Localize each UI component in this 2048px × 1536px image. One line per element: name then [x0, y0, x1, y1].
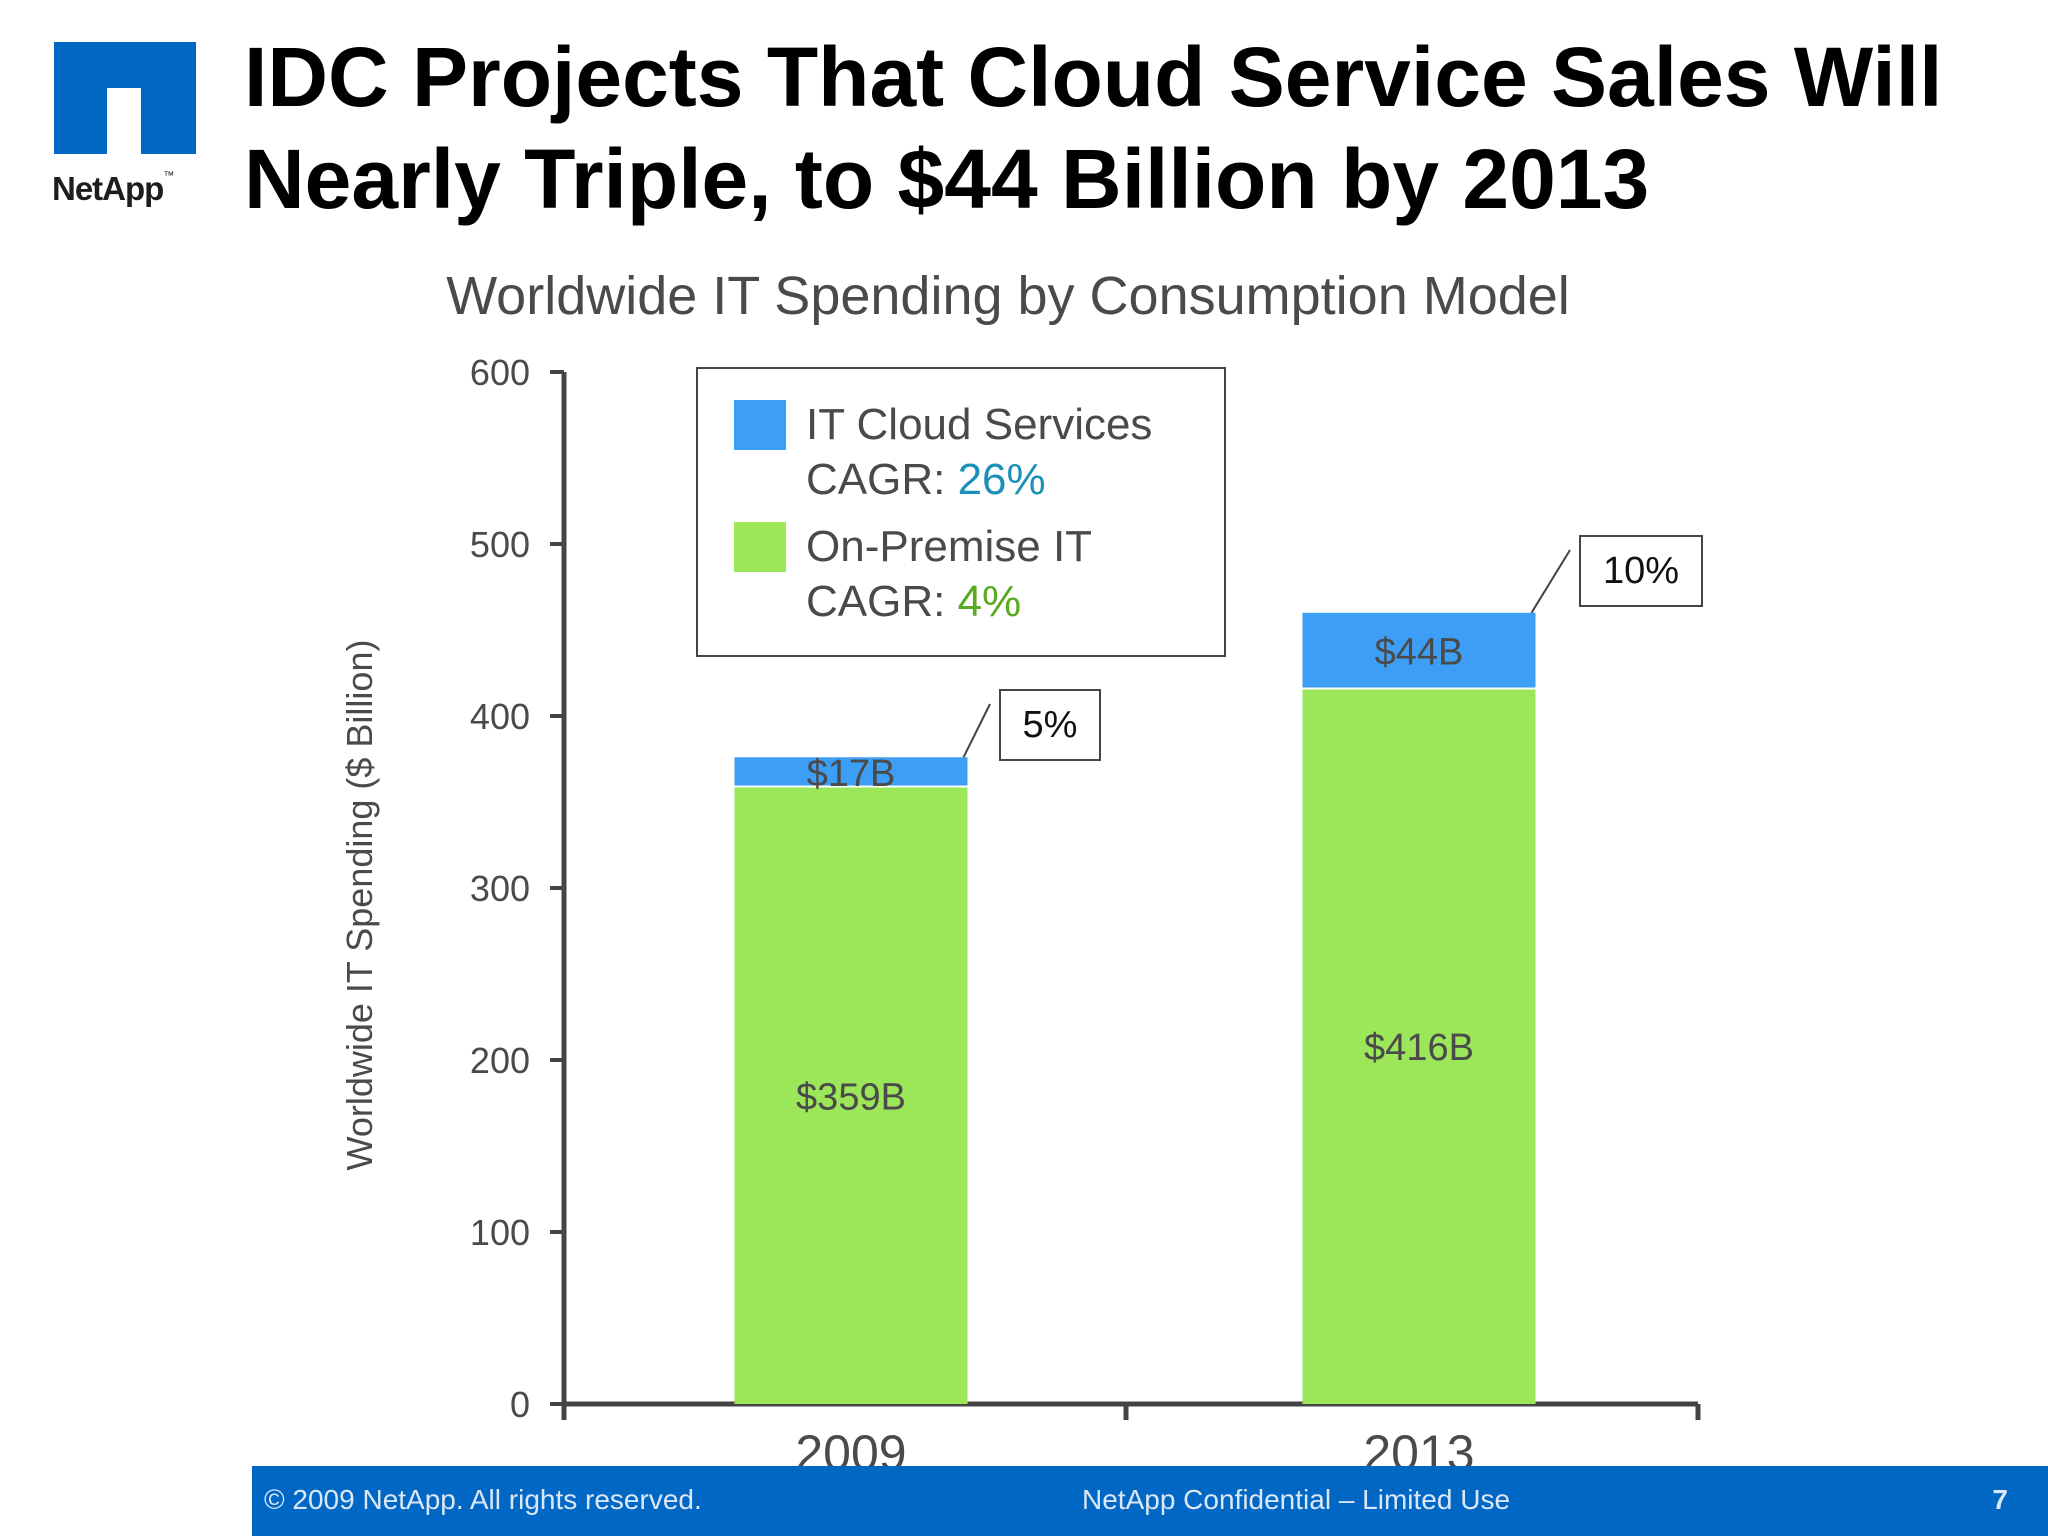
legend-cagr-value-0: 26% — [958, 455, 1046, 504]
legend-cagr-label-0: CAGR: — [806, 455, 958, 504]
bar-chart: Worldwide IT Spending ($ Billion) 0 100 200… — [339, 352, 1703, 1466]
footer-copyright: © 2009 NetApp. All rights reserved. — [264, 1484, 702, 1515]
legend-swatch-1 — [734, 522, 786, 572]
legend-cagr-value-1: 4% — [958, 577, 1022, 626]
y-tick-label: 200 — [470, 1040, 530, 1081]
legend-cagr-1: CAGR: 4% — [806, 577, 1021, 626]
y-tick-label: 300 — [470, 868, 530, 909]
y-tick-label: 400 — [470, 696, 530, 737]
logo-notch — [107, 88, 141, 154]
footer-bar: © 2009 NetApp. All rights reserved. NetA… — [252, 1466, 2048, 1536]
bar-cloud-2013 — [1302, 612, 1536, 689]
legend-swatch-0 — [734, 400, 786, 450]
slide-title: IDC Projects That Cloud Service Sales Wi… — [244, 26, 2024, 230]
legend-cagr-0: CAGR: 26% — [806, 455, 1046, 504]
data-label-cloud-2009: $17B — [807, 753, 896, 795]
y-tick-label: 0 — [510, 1384, 530, 1425]
chart-title: Worldwide IT Spending by Consumption Mod… — [446, 266, 1570, 326]
y-axis-label: Worldwide IT Spending ($ Billion) — [339, 640, 380, 1171]
legend-label-0: IT Cloud Services — [806, 400, 1152, 449]
y-tick-label: 600 — [470, 352, 530, 393]
logo-text: NetApp™ — [52, 170, 212, 208]
legend-cagr-label-1: CAGR: — [806, 577, 958, 626]
data-label-onprem-2013: $416B — [1364, 1027, 1474, 1069]
data-label-onprem-2009: $359B — [796, 1076, 906, 1118]
slide-title-line-2: Nearly Triple, to $44 Billion by 2013 — [244, 132, 1650, 226]
slide-title-line-1: IDC Projects That Cloud Service Sales Wi… — [244, 30, 1943, 124]
page-number: 7 — [1992, 1484, 2008, 1515]
callout-leader-2009 — [962, 703, 991, 758]
callout-label-2013: 10% — [1603, 550, 1679, 592]
callout-box-2009 — [999, 689, 1101, 761]
y-tick-label: 100 — [470, 1212, 530, 1253]
legend-label-1: On-Premise IT — [806, 522, 1092, 571]
y-tick-label: 500 — [470, 524, 530, 565]
bar-cloud-2009 — [734, 757, 968, 787]
callout-box-2013 — [1579, 535, 1703, 607]
callout-leader-2013 — [1530, 549, 1571, 614]
bar-onprem-2013 — [1302, 688, 1536, 1404]
bar-onprem-2009 — [734, 786, 968, 1404]
logo-trademark: ™ — [163, 170, 174, 182]
x-tick-label-2013: 2013 — [1363, 1425, 1474, 1466]
netapp-logo-icon — [54, 42, 196, 154]
x-tick-label-2009: 2009 — [795, 1425, 906, 1466]
callout-label-2009: 5% — [1023, 704, 1078, 746]
data-label-cloud-2013: $44B — [1375, 632, 1464, 674]
logo-wordmark: NetApp — [52, 170, 164, 207]
footer-confidential: NetApp Confidential – Limited Use — [1082, 1484, 1511, 1515]
